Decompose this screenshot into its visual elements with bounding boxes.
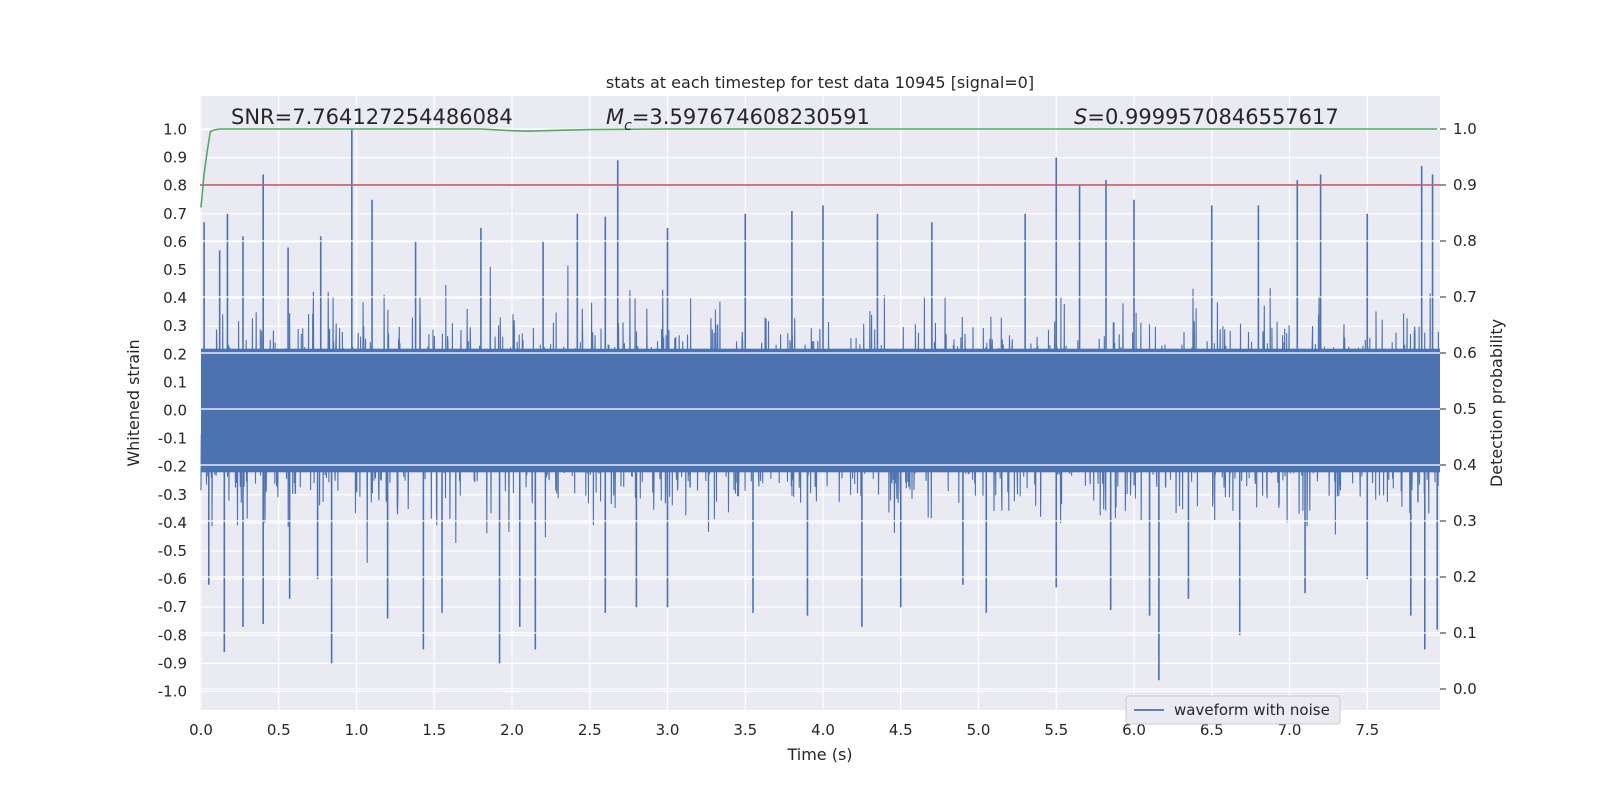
y-left-tick-label: -0.6	[158, 570, 187, 588]
x-tick-label: 2.0	[500, 721, 524, 739]
y-right-tick-label: 0.4	[1453, 456, 1477, 474]
y-axis-left-label: Whitened strain	[124, 339, 143, 466]
detection-probability-line	[200, 128, 1438, 208]
waveform-series	[200, 129, 1440, 681]
y-axis-right-label: Detection probability	[1487, 319, 1506, 487]
x-tick-label: 7.0	[1278, 721, 1302, 739]
y-right-tick-label: 0.7	[1453, 288, 1477, 306]
y-left-tick-label: 0.3	[163, 317, 187, 335]
x-tick-label: 6.0	[1122, 721, 1146, 739]
y-right-tick-label: 0.6	[1453, 344, 1477, 362]
y-left-tick-label: 0.9	[163, 149, 187, 167]
y-right-tick-label: 0.3	[1453, 512, 1477, 530]
y-left-tick-label: 0.4	[163, 289, 187, 307]
y-left-tick-label: -1.0	[158, 683, 187, 701]
x-axis-ticks: 0.0 0.5 1.0 1.5 2.0 2.5 3.0 3.5 4.0 4.5 5.0 5.5 6.0 6…	[189, 721, 1379, 739]
y-left-tick-label: 0.2	[163, 345, 187, 363]
y-axis-left-ticks: 1.0 0.9 0.8 0.7 0.6 0.5 0.4 0.3 0.2 0.1 0.0 -0.1 -0.…	[158, 121, 187, 701]
chart-title: stats at each timestep for test data 109…	[606, 73, 1034, 92]
y-right-tick-label: 0.2	[1453, 568, 1477, 586]
s-symbol: S	[1074, 105, 1087, 129]
mc-subscript: c	[624, 118, 632, 134]
mc-symbol: M	[606, 105, 624, 129]
waveform-dense-band	[201, 348, 1440, 473]
score-annotation: S=0.9999570846557617	[1074, 105, 1339, 129]
x-tick-label: 4.5	[889, 721, 913, 739]
x-tick-label: 2.5	[578, 721, 602, 739]
s-value: =0.9999570846557617	[1087, 105, 1338, 129]
x-tick-label: 3.0	[656, 721, 680, 739]
y-left-tick-label: 1.0	[163, 121, 187, 139]
x-tick-label: 4.0	[811, 721, 835, 739]
y-right-tick-label: 0.9	[1453, 176, 1477, 194]
y-axis-right-ticks: 1.0 0.9 0.8 0.7 0.6 0.5 0.4 0.3 0.2 0.1 0.0	[1440, 120, 1477, 698]
y-left-tick-label: -0.4	[158, 514, 187, 532]
y-left-tick-label: 0.8	[163, 177, 187, 195]
y-left-tick-label: -0.8	[158, 626, 187, 644]
y-right-tick-label: 0.0	[1453, 680, 1477, 698]
y-left-tick-label: 0.0	[163, 402, 187, 420]
x-tick-label: 1.0	[345, 721, 369, 739]
x-tick-label: 5.0	[967, 721, 991, 739]
snr-value: 7.764127254486084	[292, 105, 512, 129]
x-tick-label: 1.5	[422, 721, 446, 739]
y-right-tick-label: 0.8	[1453, 232, 1477, 250]
x-tick-label: 6.5	[1200, 721, 1224, 739]
mc-value: =3.597674608230591	[632, 105, 870, 129]
x-tick-label: 7.5	[1355, 721, 1379, 739]
y-right-tick-label: 0.1	[1453, 624, 1477, 642]
legend-box	[1125, 695, 1341, 725]
y-left-tick-label: -0.3	[158, 486, 187, 504]
y-left-tick-label: -0.1	[158, 430, 187, 448]
y-left-tick-label: 0.1	[163, 373, 187, 391]
y-left-tick-label: 0.6	[163, 233, 187, 251]
x-axis-label: Time (s)	[786, 745, 852, 764]
x-tick-label: 5.5	[1044, 721, 1068, 739]
x-tick-label: 0.0	[189, 721, 213, 739]
y-left-tick-label: 0.5	[163, 261, 187, 279]
y-right-tick-label: 0.5	[1453, 400, 1477, 418]
x-tick-label: 0.5	[267, 721, 291, 739]
y-left-tick-label: -0.5	[158, 542, 187, 560]
legend-entry-waveform: waveform with noise	[1174, 701, 1330, 719]
snr-prefix: SNR=	[231, 105, 292, 129]
y-left-tick-label: 0.7	[163, 205, 187, 223]
y-left-tick-label: -0.2	[158, 458, 187, 476]
y-left-tick-label: -0.9	[158, 654, 187, 672]
snr-annotation: SNR=7.764127254486084	[231, 105, 513, 129]
y-left-tick-label: -0.7	[158, 598, 187, 616]
chirp-mass-annotation: Mc=3.597674608230591	[606, 105, 870, 134]
y-right-tick-label: 1.0	[1453, 120, 1477, 138]
legend: waveform with noise	[1125, 695, 1341, 725]
x-tick-label: 3.5	[733, 721, 757, 739]
